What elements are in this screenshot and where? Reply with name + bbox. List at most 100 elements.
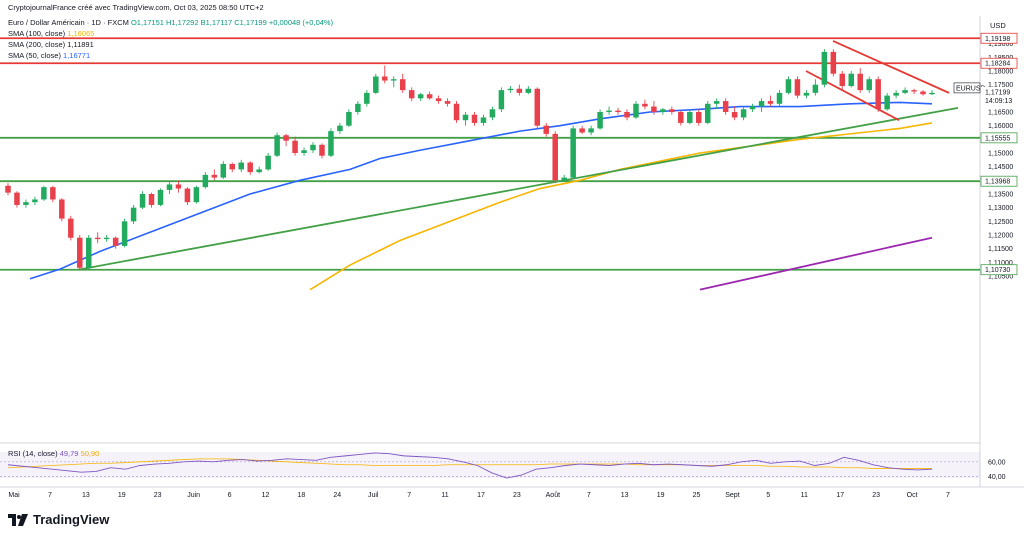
level-price-label: 1,15555 (985, 135, 1010, 142)
candle-body (247, 162, 253, 173)
rsi-ma-value: 50,90 (80, 449, 100, 458)
trend-line-purple (699, 236, 933, 291)
x-tick-label: 18 (297, 492, 305, 499)
y-tick-label: 1,11000 (988, 260, 1013, 267)
candle-body (238, 162, 244, 170)
y-tick-label: 1,16500 (988, 110, 1013, 117)
candle-body (373, 76, 379, 93)
candle-body (417, 94, 424, 99)
candle-body (382, 76, 388, 81)
x-tick-label: Juin (187, 492, 200, 499)
rsi-line (7, 452, 933, 479)
candle-body (471, 114, 478, 123)
candle-body (426, 94, 433, 99)
candle-body (283, 135, 289, 141)
candle-body (704, 103, 711, 123)
sma100-value: 1,16065 (67, 29, 95, 38)
candle-body (462, 114, 469, 121)
candle-body (310, 144, 316, 151)
y-tick-label: 1,19000 (988, 41, 1013, 48)
candle-body (588, 128, 594, 133)
candle-body (821, 51, 828, 85)
sma100-line (309, 122, 933, 291)
x-tick-label: 13 (621, 492, 629, 499)
level-price-tag (980, 32, 1018, 44)
level-price-label: 1,10730 (985, 267, 1010, 274)
candle-body (875, 79, 881, 110)
rsi-value: 49,79 (59, 449, 79, 458)
x-tick-label: Août (546, 492, 560, 499)
candle-body (175, 184, 182, 189)
x-tick-label: 7 (407, 492, 411, 499)
candle-body (534, 88, 541, 126)
x-tick-label: 19 (118, 492, 126, 499)
candle-body (453, 103, 460, 121)
candle-body (624, 112, 630, 118)
chart-attribution: CryptojournalFrance créé avec TradingVie… (8, 3, 264, 12)
candle-body (687, 112, 693, 123)
x-tick-label: 23 (513, 492, 521, 499)
candle-body (121, 221, 128, 246)
candle-body (642, 103, 648, 107)
y-tick-label: 1,10500 (988, 274, 1013, 281)
candle-body (355, 103, 361, 112)
symbol-tag: EURUSD (956, 85, 986, 92)
candle-body (669, 109, 675, 112)
level-price-label: 1,13968 (985, 179, 1010, 186)
candle-body (301, 150, 307, 153)
candle-body (14, 192, 20, 205)
sma50-value: 1,16771 (63, 51, 91, 60)
countdown-label: 14:09:13 (985, 98, 1012, 105)
sma50-label: SMA (50, close) (8, 51, 61, 60)
x-tick-label: 7 (587, 492, 591, 499)
y-tick-label: 1,15000 (988, 151, 1013, 158)
candle-body (77, 237, 83, 268)
x-tick-label: 24 (333, 492, 341, 499)
x-tick-label: Sept (725, 492, 739, 499)
sma50-legend[interactable]: SMA (50, close) 1,16771 (8, 51, 90, 60)
y-tick-label: 1,13500 (988, 192, 1013, 199)
candle-body (758, 101, 765, 107)
candle-body (489, 109, 496, 118)
candle-body (552, 133, 558, 181)
candle-body (319, 144, 325, 156)
x-tick-label: 7 (946, 492, 950, 499)
x-tick-label: 13 (82, 492, 90, 499)
level-price-tag (980, 132, 1018, 144)
candle-body (130, 207, 137, 222)
symbol-tag-box (953, 82, 981, 94)
candle-body (435, 98, 442, 102)
rsi-legend[interactable]: RSI (14, close) 49,79 50,90 (8, 449, 99, 458)
sma200-legend[interactable]: SMA (200, close) 1,11891 (8, 40, 94, 49)
sma100-legend[interactable]: SMA (100, close) 1,16065 (8, 29, 94, 38)
candle-body (408, 90, 415, 99)
candle-body (112, 237, 119, 246)
candle-body (157, 189, 164, 205)
y-tick-label: 1,11500 (988, 246, 1013, 253)
candle-body (633, 103, 639, 118)
candle-body (103, 237, 110, 240)
trend-line-wedge-upper (832, 40, 950, 94)
x-tick-label: 25 (693, 492, 701, 499)
level-price-tag (980, 57, 1018, 69)
candle-body (776, 92, 783, 104)
candle-body (848, 73, 855, 87)
candle-body (749, 106, 756, 110)
x-tick-label: 17 (836, 492, 844, 499)
candle-body (803, 92, 810, 96)
symbol-line: Euro / Dollar Américain · 1D · FXCM O1,1… (8, 18, 333, 27)
candle-body (767, 101, 774, 104)
candle-body (480, 117, 487, 123)
candle-body (148, 194, 155, 205)
candle-body (139, 194, 146, 208)
candle-body (839, 73, 846, 87)
x-tick-label: Oct (907, 492, 918, 499)
symbol-name: Euro / Dollar Américain · 1D · FXCM (8, 18, 129, 27)
y-tick-label: 1,12000 (988, 233, 1013, 240)
y-tick-label: 1,18000 (988, 69, 1013, 76)
x-tick-label: 7 (48, 492, 52, 499)
y-tick-label: 1,16000 (988, 123, 1013, 130)
candle-body (328, 131, 334, 156)
candle-body (570, 128, 576, 178)
